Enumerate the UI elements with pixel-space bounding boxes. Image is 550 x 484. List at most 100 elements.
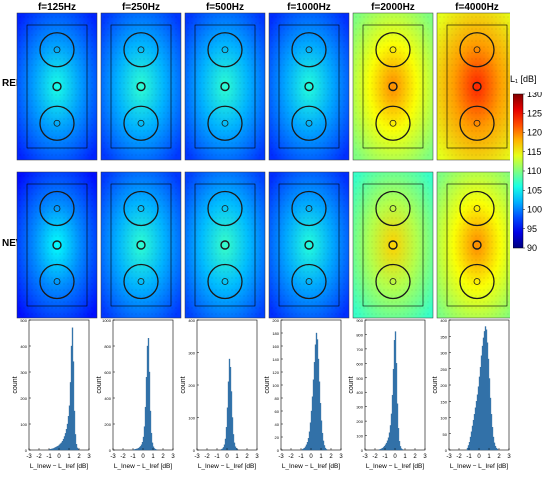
upper-woofer-center <box>53 205 61 212</box>
y-tick-label: 200 <box>356 419 363 424</box>
y-tick-label: 80 <box>275 396 280 401</box>
y-tick-label: 300 <box>20 370 27 375</box>
map-frame <box>436 12 510 161</box>
histogram-bar <box>397 428 400 451</box>
histogram-bar <box>67 416 70 451</box>
x-tick-label: 0 <box>225 454 229 460</box>
colorbar-tick-label: 120 <box>527 128 542 138</box>
x-tick-label: -3 <box>26 454 32 460</box>
y-tick-label: 140 <box>272 357 279 362</box>
lower-woofer-outline <box>207 263 243 300</box>
map-frame <box>268 12 350 161</box>
y-tick-label: 500 <box>20 318 27 323</box>
intensity-map-new-3 <box>184 171 266 319</box>
y-tick-label: 40 <box>275 422 280 427</box>
y-tick-label: 0 <box>193 448 196 453</box>
freq-label-125: f=125Hz <box>37 2 77 13</box>
y-tick-label: 150 <box>440 399 447 404</box>
intensity-map-ref-6 <box>436 12 510 161</box>
upper-woofer-center <box>137 46 145 54</box>
intensity-map-ref-2 <box>100 12 182 161</box>
y-tick-label: 0 <box>109 448 112 453</box>
histogram-bar <box>53 447 56 451</box>
y-tick-label: 180 <box>272 331 279 336</box>
histogram-bar <box>54 447 57 451</box>
freq-label-250: f=250Hz <box>121 2 161 13</box>
x-tick-label: 0 <box>309 454 313 460</box>
row-label-ref: REF <box>2 78 22 89</box>
histogram-bar <box>51 448 54 451</box>
tweeter-outline <box>472 240 482 250</box>
upper-woofer-center <box>473 205 481 212</box>
histogram-bar <box>69 382 72 451</box>
tweeter-outline <box>136 240 146 250</box>
y-axis-label: count <box>96 376 103 393</box>
x-axis-label: L_Inew − L_Iref [dB] <box>198 463 257 470</box>
upper-woofer-outline <box>123 32 159 68</box>
histogram-bar <box>71 327 74 451</box>
y-tick-label: 300 <box>440 351 447 356</box>
histogram-bar <box>399 446 402 451</box>
upper-woofer-center <box>305 46 313 54</box>
x-tick-label: -1 <box>298 454 304 460</box>
x-tick-label: 3 <box>339 454 343 460</box>
lower-woofer-outline <box>123 105 159 141</box>
y-tick-label: 300 <box>188 351 195 356</box>
histogram-bar <box>62 438 65 451</box>
tweeter-outline <box>304 81 314 92</box>
x-tick-label: 3 <box>87 454 91 460</box>
upper-woofer-outline <box>123 190 159 227</box>
tweeter-outline <box>52 81 62 92</box>
upper-woofer-outline <box>207 32 243 68</box>
histogram-bar <box>72 361 75 451</box>
x-tick-label: 1 <box>67 454 71 460</box>
freq-label-4000: f=4000Hz <box>455 2 499 13</box>
upper-woofer-outline <box>459 190 495 227</box>
y-tick-label: 250 <box>440 367 447 372</box>
y-tick-label: 100 <box>272 383 279 388</box>
histogram-bar <box>55 446 58 451</box>
histogram-bar <box>76 447 79 451</box>
map-background <box>17 172 97 318</box>
x-tick-label: -3 <box>110 454 116 460</box>
lower-woofer-outline <box>375 263 411 300</box>
histogram-bar <box>70 345 73 451</box>
map-frame <box>100 12 182 161</box>
y-tick-label: 400 <box>440 318 447 323</box>
histogram-bar <box>65 429 68 451</box>
y-tick-label: 400 <box>104 396 111 401</box>
histogram-bar <box>323 445 326 451</box>
y-tick-label: 400 <box>20 344 27 349</box>
intensity-map-new-5 <box>352 171 434 319</box>
histogram-bar <box>59 443 62 451</box>
x-tick-label: 3 <box>255 454 259 460</box>
y-tick-label: 400 <box>188 318 195 323</box>
enclosure-outline <box>26 24 88 149</box>
y-tick-label: 0 <box>25 448 28 453</box>
tweeter-outline <box>304 240 314 250</box>
x-tick-label: -3 <box>194 454 200 460</box>
histogram-bar <box>232 434 235 451</box>
x-tick-label: -3 <box>446 454 452 460</box>
y-tick-label: 300 <box>356 405 363 410</box>
x-tick-label: 1 <box>235 454 239 460</box>
intensity-map-ref-5 <box>352 12 434 161</box>
map-frame <box>16 171 98 319</box>
y-tick-label: 20 <box>275 435 280 440</box>
histogram-axes-box <box>112 319 174 451</box>
x-tick-label: 2 <box>77 454 81 460</box>
y-tick-label: 1000 <box>102 318 112 323</box>
x-axis-label: L_Inew − L_Iref [dB] <box>282 463 341 470</box>
upper-woofer-center <box>305 205 313 212</box>
histogram-5: -3 -2 -1 0 1 2 30100200300400500600700800900co… <box>348 318 427 470</box>
y-axis-label: count <box>348 376 355 393</box>
y-tick-label: 200 <box>188 383 195 388</box>
histogram-bar <box>150 432 153 451</box>
colorbar-gradient <box>513 93 524 249</box>
y-tick-label: 120 <box>272 370 279 375</box>
histogram-bar <box>50 448 53 451</box>
colorbar-tick-label: 100 <box>527 205 542 215</box>
x-tick-label: -1 <box>46 454 52 460</box>
y-tick-label: 600 <box>356 361 363 366</box>
x-tick-label: -1 <box>382 454 388 460</box>
